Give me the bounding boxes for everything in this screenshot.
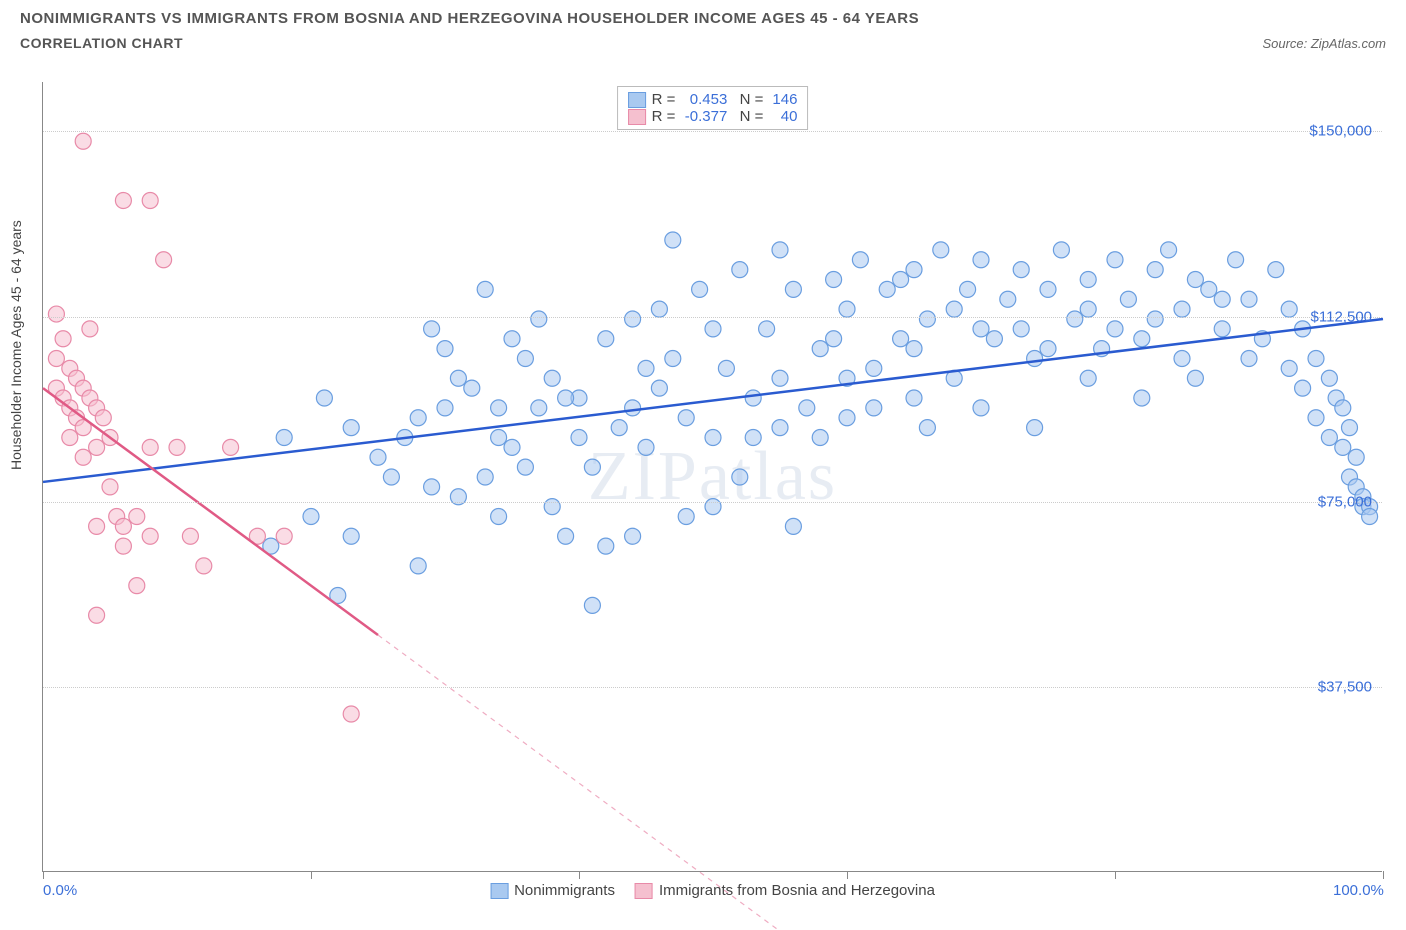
- y-tick-label: $37,500: [1318, 678, 1372, 695]
- legend-item-immigrants: Immigrants from Bosnia and Herzegovina: [635, 882, 935, 899]
- series-name-1: Nonimmigrants: [514, 882, 615, 899]
- y-axis-label: Householder Income Ages 45 - 64 years: [8, 220, 24, 470]
- legend-swatch-pink-icon: [635, 883, 653, 899]
- y-tick-label: $75,000: [1318, 493, 1372, 510]
- x-tick-label: 0.0%: [43, 882, 77, 899]
- legend-item-nonimmigrants: Nonimmigrants: [490, 882, 615, 899]
- y-tick-label: $112,500: [1311, 308, 1372, 325]
- n-value-1: 146: [767, 91, 797, 108]
- chart-title: NONIMMIGRANTS VS IMMIGRANTS FROM BOSNIA …: [0, 0, 1406, 31]
- chart-subtitle: CORRELATION CHART: [20, 35, 183, 51]
- x-tick: [311, 871, 312, 879]
- x-tick: [579, 871, 580, 879]
- gridline: [43, 131, 1382, 132]
- series-legend: Nonimmigrants Immigrants from Bosnia and…: [490, 882, 935, 899]
- x-tick: [1115, 871, 1116, 879]
- legend-swatch-blue-icon: [490, 883, 508, 899]
- gridline: [43, 317, 1382, 318]
- scatter-plot: [43, 82, 1382, 871]
- gridline: [43, 502, 1382, 503]
- legend-row-nonimmigrants: R = 0.453 N = 146: [628, 91, 798, 108]
- x-tick: [1383, 871, 1384, 879]
- x-tick-label: 100.0%: [1333, 882, 1384, 899]
- legend-swatch-pink: [628, 109, 646, 125]
- x-tick: [847, 871, 848, 879]
- subtitle-row: CORRELATION CHART Source: ZipAtlas.com: [0, 31, 1406, 61]
- y-tick-label: $150,000: [1309, 123, 1372, 140]
- legend-swatch-blue: [628, 92, 646, 108]
- x-tick: [43, 871, 44, 879]
- r-value-2: -0.377: [679, 108, 727, 125]
- n-value-2: 40: [767, 108, 797, 125]
- source-label: Source: ZipAtlas.com: [1262, 36, 1386, 51]
- gridline: [43, 687, 1382, 688]
- series-name-2: Immigrants from Bosnia and Herzegovina: [659, 882, 935, 899]
- correlation-legend: R = 0.453 N = 146 R = -0.377 N = 40: [617, 86, 809, 130]
- legend-row-immigrants: R = -0.377 N = 40: [628, 108, 798, 125]
- r-value-1: 0.453: [679, 91, 727, 108]
- chart-area: ZIPatlas R = 0.453 N = 146 R = -0.377 N …: [42, 82, 1382, 872]
